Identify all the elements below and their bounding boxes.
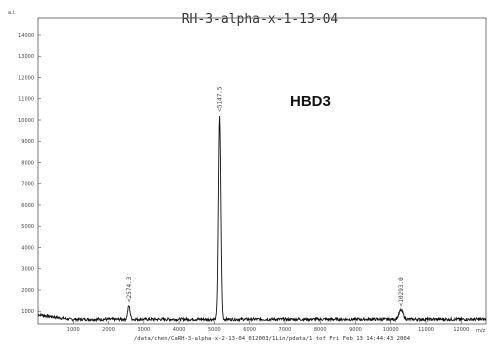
x-axis-label: m/z (476, 328, 486, 334)
x-tick-label-8: 9000 (349, 327, 362, 333)
y-tick-label-9: 10000 (18, 118, 34, 124)
x-tick-label-0: 1000 (67, 327, 80, 333)
peak-label-1: <5147.5 (217, 86, 224, 112)
y-tick-label-12: 13000 (18, 54, 34, 60)
x-tick-label-11: 12000 (453, 327, 469, 333)
x-tick-label-9: 10000 (383, 327, 399, 333)
peak-label-2: <10293.0 (398, 277, 405, 306)
x-tick-label-1: 2000 (102, 327, 115, 333)
y-tick-label-11: 12000 (18, 75, 34, 81)
plot-frame (37, 17, 487, 325)
y-tick-label-2: 3000 (21, 267, 34, 273)
axis-ticks: 1000 2000 3000 4000 5000 6000 7000 8000 9000 1000… (18, 33, 469, 333)
x-tick-label-3: 4000 (173, 327, 186, 333)
x-tick-label-7: 8000 (314, 327, 327, 333)
y-tick-label-5: 6000 (21, 203, 34, 209)
y-tick-label-13: 14000 (18, 33, 34, 39)
y-tick-label-1: 2000 (21, 288, 34, 294)
x-tick-label-5: 6000 (243, 327, 256, 333)
x-tick-label-4: 5000 (208, 327, 221, 333)
y-tick-label-6: 7000 (21, 182, 34, 188)
y-axis-label: a.i. (8, 10, 16, 16)
peak-label-0: <2574.3 (126, 276, 133, 302)
y-tick-label-0: 1000 (21, 309, 34, 315)
peak-labels: <2574.3 <5147.5 <10293.0 (126, 86, 405, 306)
chart-title: RH-3-alpha-x-1-13-04 (182, 12, 339, 27)
y-tick-label-8: 9000 (21, 139, 34, 145)
y-tick-label-7: 8000 (21, 160, 34, 166)
hbd3-annotation: HBD3 (290, 93, 331, 110)
y-tick-label-4: 5000 (21, 224, 34, 230)
x-tick-label-6: 7000 (279, 327, 292, 333)
x-tick-label-2: 3000 (137, 327, 150, 333)
x-tick-label-10: 11000 (418, 327, 434, 333)
spectrum-trace (37, 116, 487, 323)
footer-path: /data/chen/CaRH-3-alpha-x-2-13-04_012003… (134, 336, 411, 342)
y-tick-label-10: 11000 (18, 97, 34, 103)
y-tick-label-3: 4000 (21, 245, 34, 251)
